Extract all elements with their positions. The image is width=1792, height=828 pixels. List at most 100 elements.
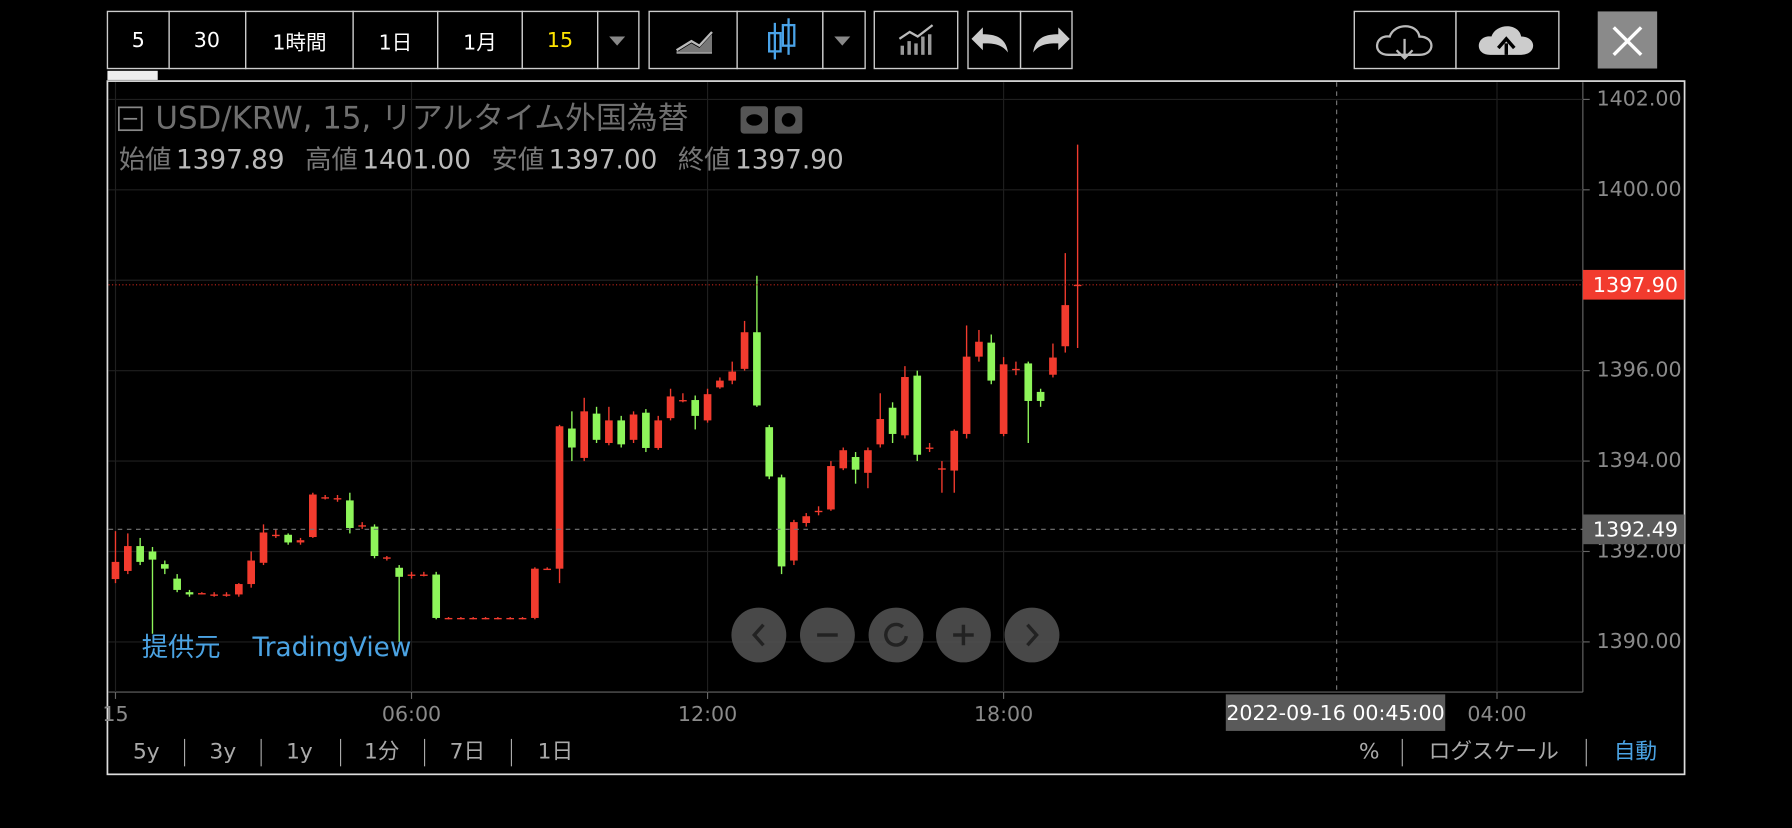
candle-body [531, 568, 539, 618]
redo-icon [1033, 27, 1070, 53]
interval-button[interactable] [352, 10, 439, 70]
ohlc-legend: 始値 1397.89 高値 1401.00 安値 1397.00 終値 1397.90 [119, 146, 844, 176]
crosshair-price-tag [1582, 514, 1685, 545]
y-tick-label: 1394.00 [1597, 448, 1682, 472]
upload-icon [1496, 36, 1516, 55]
scroll-right-button[interactable] [1004, 607, 1060, 663]
candle-body [580, 411, 589, 458]
candle-body [691, 400, 700, 416]
interval-button[interactable] [168, 10, 247, 70]
line-icon [676, 34, 712, 53]
candle-body [259, 532, 268, 563]
candle-body [938, 468, 946, 470]
range-button[interactable]: 7日 [450, 740, 486, 765]
range-button[interactable]: 1y [286, 740, 313, 765]
candle-body [222, 594, 231, 596]
scale-button[interactable]: 自動 [1614, 740, 1657, 765]
range-button[interactable]: 5y [133, 740, 160, 765]
indicator-icon [898, 24, 934, 55]
reset-button[interactable] [868, 607, 924, 663]
candle-body [666, 396, 675, 419]
candle-body [753, 332, 761, 406]
range-button[interactable]: 3y [210, 740, 237, 765]
x-tick-label: 04:00 [1467, 702, 1526, 726]
indicator-button[interactable] [873, 10, 959, 70]
scale-button[interactable]: % [1359, 740, 1380, 765]
range-button[interactable]: 1日 [538, 740, 574, 765]
candle-body [555, 426, 564, 569]
candle-body [1073, 284, 1082, 287]
candle-body [358, 525, 367, 527]
candle-body [728, 371, 737, 381]
interval-label: 5 [132, 28, 145, 52]
candle-body [999, 364, 1008, 434]
interval-label: 1月 [463, 30, 497, 54]
candle-body [925, 447, 934, 449]
candle-body [839, 450, 848, 469]
scale-button[interactable]: ログスケール [1429, 740, 1559, 765]
crosshair-time-tag [1225, 694, 1446, 731]
candle-body [888, 407, 897, 434]
crosshair-time-label: 2022-09-16 00:45:00 [1226, 701, 1444, 725]
candle-body [543, 568, 552, 571]
candle-body [605, 420, 613, 443]
candle-body [629, 414, 638, 440]
x-tick-label: 12:00 [678, 702, 737, 726]
legend-value: 1397.89 [176, 146, 285, 176]
candle-body [272, 534, 280, 537]
candle-body [247, 560, 255, 585]
x-tick-label: 18:00 [974, 702, 1033, 726]
legend-name: 始値 [119, 146, 172, 176]
candle-body [420, 574, 428, 576]
candle-body [457, 617, 465, 620]
upload-button[interactable] [1455, 10, 1560, 70]
range-button[interactable]: 1分 [364, 740, 400, 765]
y-tick-label: 1396.00 [1597, 358, 1682, 382]
candle-body [950, 430, 959, 471]
candle-body [901, 376, 909, 436]
candle-body [617, 420, 626, 445]
candle-body [679, 400, 687, 402]
last-price-label: 1397.90 [1593, 273, 1678, 297]
legend-name: 終値 [678, 146, 731, 176]
candle-body [284, 534, 292, 543]
candle-body [160, 564, 169, 569]
settings-icon [781, 113, 796, 127]
legend-name: 安値 [492, 146, 545, 176]
legend-name: 高値 [305, 146, 358, 176]
candle-body [1049, 357, 1057, 375]
candle-body [148, 551, 157, 560]
legend-value: 1401.00 [362, 146, 471, 176]
bottom-bar: 5y 3y 1y 1分 7日 1日% ログスケール 自動 [133, 738, 1657, 767]
nav-buttons [731, 607, 1060, 663]
candle-body [481, 617, 490, 620]
candle-body [432, 574, 441, 618]
interval-button[interactable] [106, 10, 170, 70]
y-tick-label: 1390.00 [1597, 629, 1682, 653]
candle-body [494, 617, 502, 620]
last-price-tag [1582, 269, 1685, 300]
interval-button[interactable] [245, 10, 354, 70]
interval-button[interactable] [521, 10, 599, 70]
candle-body [136, 546, 144, 562]
dropdown-arrow [834, 36, 851, 46]
download-icon [1395, 38, 1414, 60]
candle-body [740, 332, 749, 369]
line-chart-button[interactable] [648, 10, 738, 70]
legend-value: 1397.00 [549, 146, 658, 176]
interval-button[interactable] [437, 10, 523, 70]
candle-body [777, 477, 786, 567]
candle-body [814, 510, 823, 513]
collapse-icon[interactable] [118, 106, 143, 132]
scroll-left-button[interactable] [731, 607, 787, 663]
candle-body [506, 617, 515, 620]
candle-body [296, 540, 305, 543]
candle-body [592, 413, 601, 440]
dropdown-arrow [609, 36, 626, 46]
candle-body [370, 526, 379, 557]
candle-body [975, 341, 983, 357]
candle-body [1036, 391, 1045, 401]
candle-body [1061, 305, 1070, 347]
scroll-handle[interactable] [107, 70, 158, 80]
